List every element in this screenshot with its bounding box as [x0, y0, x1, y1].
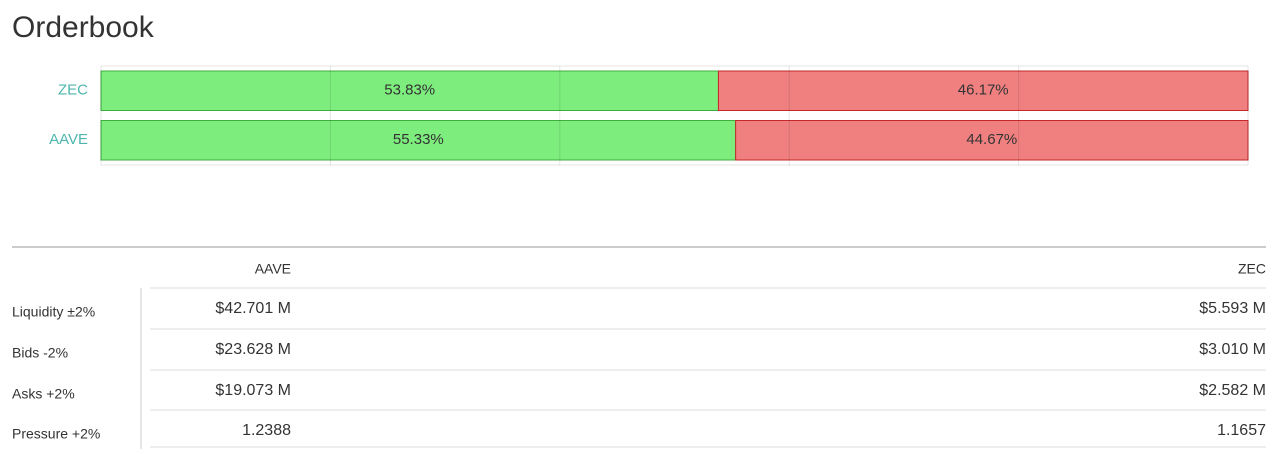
- bar-segment: [717, 70, 1249, 111]
- cell-value: $42.701 M: [215, 300, 291, 317]
- category-label: ZEC: [58, 82, 88, 99]
- widget-title: Orderbook: [12, 11, 155, 44]
- bar-segment: [735, 120, 1249, 161]
- bar-segment: [100, 120, 737, 161]
- bar-segment: [100, 70, 719, 111]
- column-header: AAVE: [255, 261, 291, 277]
- row-label: Bids -2%: [12, 345, 68, 361]
- value-label: 46.17%: [958, 82, 1009, 99]
- row-label: Liquidity ±2%: [12, 304, 95, 320]
- row-label: Pressure +2%: [12, 426, 100, 442]
- value-label: 53.83%: [384, 82, 435, 99]
- value-label: 44.67%: [966, 131, 1017, 148]
- cell-value: $23.628 M: [215, 341, 291, 358]
- cell-value: 1.1657: [1217, 422, 1266, 439]
- value-label: 55.33%: [393, 131, 444, 148]
- cell-value: $5.593 M: [1199, 300, 1266, 317]
- cell-value: $3.010 M: [1199, 341, 1266, 358]
- category-label: AAVE: [49, 131, 88, 148]
- column-header: ZEC: [1238, 261, 1266, 277]
- row-label: Asks +2%: [12, 386, 75, 402]
- cell-value: $2.582 M: [1199, 382, 1266, 399]
- cell-value: $19.073 M: [215, 382, 291, 399]
- cell-value: 1.2388: [242, 422, 291, 439]
